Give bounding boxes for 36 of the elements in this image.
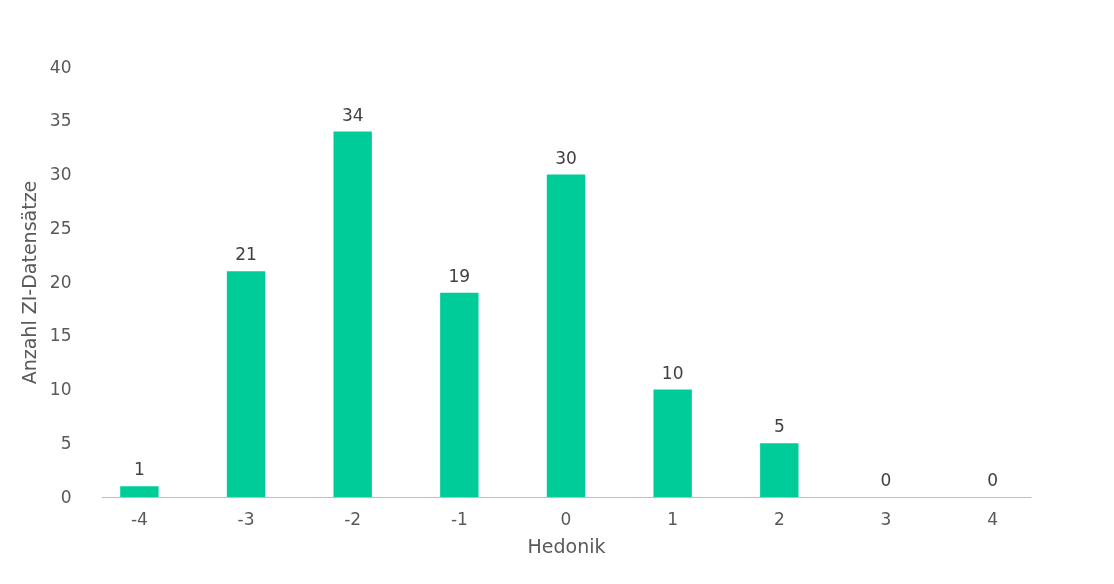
data-label: 30 bbox=[555, 147, 577, 168]
data-label: 21 bbox=[235, 244, 257, 265]
bar bbox=[120, 486, 159, 497]
y-axis-title: Anzahl ZI-Datensätze bbox=[17, 180, 40, 385]
x-tick-label: 1 bbox=[667, 508, 679, 529]
data-label: 19 bbox=[448, 265, 471, 286]
data-label: 0 bbox=[880, 470, 892, 490]
y-tick-label: 10 bbox=[49, 379, 72, 399]
bar bbox=[226, 271, 266, 497]
x-tick-label: -4 bbox=[130, 508, 148, 529]
data-label: 34 bbox=[341, 104, 364, 125]
bar bbox=[653, 389, 692, 497]
y-tick-label: 30 bbox=[49, 164, 72, 184]
x-tick-label: -1 bbox=[450, 508, 468, 529]
y-tick-label: 0 bbox=[60, 486, 72, 507]
x-tick-label: 0 bbox=[560, 508, 572, 529]
bar bbox=[546, 174, 586, 497]
data-label: 1 bbox=[133, 459, 145, 480]
y-tick-label: 35 bbox=[49, 110, 72, 131]
x-tick-label: 4 bbox=[987, 508, 999, 529]
y-tick-label: 20 bbox=[49, 271, 72, 292]
bar bbox=[333, 131, 372, 497]
bar bbox=[440, 292, 479, 497]
x-axis-title: Hedonik bbox=[527, 534, 606, 557]
data-label: 0 bbox=[987, 470, 999, 490]
x-tick-label: -3 bbox=[237, 508, 255, 529]
y-tick-label: 15 bbox=[49, 325, 72, 346]
bar bbox=[760, 443, 799, 497]
data-label: 10 bbox=[661, 362, 684, 383]
data-label: 5 bbox=[773, 416, 785, 437]
y-tick-label: 5 bbox=[60, 432, 72, 453]
x-tick-label: 2 bbox=[773, 508, 785, 529]
x-tick-label: 3 bbox=[880, 508, 892, 529]
y-tick-label: 40 bbox=[49, 56, 72, 77]
x-tick-label: -2 bbox=[344, 508, 362, 529]
y-tick-label: 25 bbox=[49, 217, 72, 238]
